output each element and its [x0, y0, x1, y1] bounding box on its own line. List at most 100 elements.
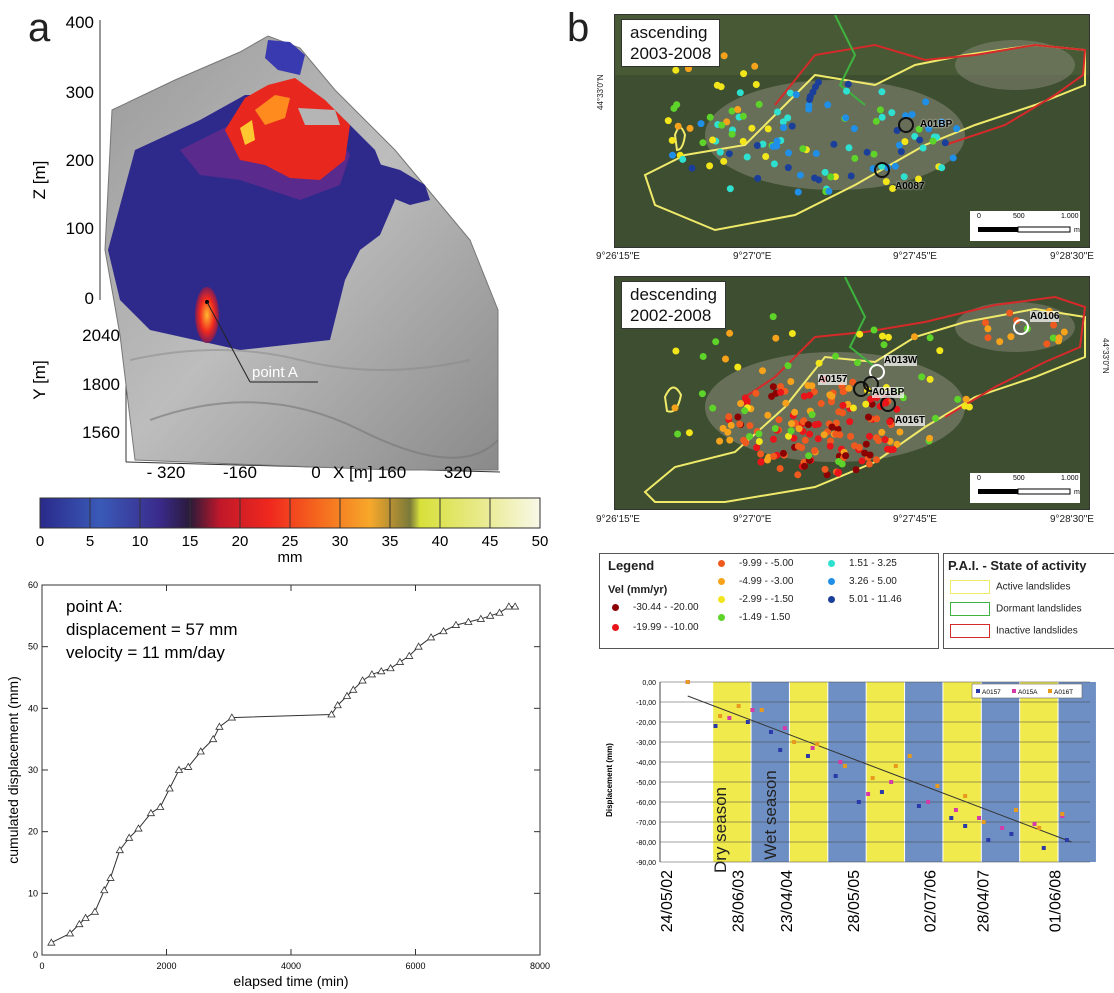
scale-unit: m: [1074, 489, 1080, 496]
ps-point: [788, 420, 795, 428]
ps-point: [858, 457, 866, 465]
y-tick-label: -70,00: [636, 820, 656, 827]
series-point: [713, 724, 718, 728]
legend-class-label: 1.51 - 3.25: [849, 558, 897, 569]
velocity-legend: Legend Vel (mm/yr) -30.44 - -20.00 -19.99…: [599, 553, 939, 649]
series-point: [866, 792, 871, 796]
ps-point: [790, 434, 798, 442]
ps-point: [846, 418, 854, 426]
legend-class: -30.44 - -20.00: [612, 602, 699, 613]
chart-legend-swatch: [976, 689, 980, 693]
ps-point: [850, 125, 858, 133]
ps-point: [794, 471, 802, 479]
ps-point: [800, 417, 808, 425]
series-point: [953, 808, 958, 812]
ps-point: [776, 465, 784, 472]
map-top-title: ascending 2003-2008: [621, 19, 721, 67]
ps-point: [712, 338, 720, 346]
point-a-hotspot: [195, 287, 219, 343]
y-tick-label: -30,00: [636, 740, 656, 747]
ps-point: [889, 185, 897, 192]
ps-point: [828, 423, 836, 431]
colorbar-tick-label: 50: [532, 533, 549, 550]
ps-point: [1060, 328, 1068, 336]
ps-point: [1043, 340, 1051, 348]
season-band: [751, 682, 789, 862]
terrain-3d-plot: point A 400 300 200 100 0 Z [m] 2040 1800 1560…: [30, 13, 501, 482]
ps-point: [739, 112, 747, 120]
ps-point: [984, 325, 992, 333]
series-point: [833, 774, 838, 778]
ps-point: [751, 62, 759, 70]
series-point: [986, 838, 991, 842]
ps-point: [823, 471, 831, 479]
colorbar-tick-label: 0: [36, 533, 44, 550]
scale-tick: 500: [1013, 213, 1025, 220]
y-tick-label: 10: [28, 888, 38, 898]
ps-point: [814, 435, 822, 443]
ps-point: [932, 414, 939, 422]
ps-point: [900, 173, 908, 181]
colorbar-tick-label: 25: [282, 533, 299, 550]
colorbar-tick-label: 35: [382, 533, 399, 550]
ps-point: [716, 148, 724, 156]
legend-swatch: [828, 595, 835, 603]
series-point: [1037, 826, 1042, 830]
pai-legend: P.A.I. - State of activity Active landsl…: [943, 553, 1114, 649]
ps-point: [774, 108, 781, 116]
ps-point: [881, 436, 889, 444]
series-point: [838, 760, 843, 764]
y-tick-label: -90,00: [636, 860, 656, 867]
series-point: [727, 716, 732, 720]
ps-point: [737, 400, 745, 407]
ps-point: [768, 392, 776, 400]
ps-point: [664, 117, 672, 125]
ps-point: [984, 334, 992, 342]
ps-point: [734, 106, 742, 113]
legend-class-label: -1.49 - 1.50: [739, 612, 791, 623]
ps-point: [725, 150, 733, 158]
ps-point: [886, 418, 894, 426]
ps-point: [740, 436, 748, 444]
legend-swatch: [612, 623, 619, 631]
ps-point: [820, 431, 828, 439]
ps-point: [949, 154, 957, 162]
ps-point: [870, 150, 878, 158]
map-top-lon-tick: 9°27'45"E: [893, 251, 937, 262]
ps-point: [686, 124, 694, 132]
ps-point: [805, 452, 813, 460]
ps-point: [866, 451, 874, 459]
z-axis-label: Z [m]: [30, 161, 49, 200]
ps-point: [772, 334, 780, 342]
ps-point: [825, 187, 833, 195]
data-point: [100, 885, 109, 894]
pai-legend-label: Inactive landslides: [996, 625, 1078, 637]
data-point: [476, 614, 486, 622]
z-tick-label: 200: [66, 151, 94, 170]
ps-point: [685, 429, 693, 437]
chart-legend-label: A0157: [982, 689, 1001, 696]
ps-point: [782, 399, 790, 407]
panel-b-letter: b: [567, 6, 590, 50]
ps-point: [849, 404, 857, 412]
ps-point: [784, 114, 792, 122]
ps-point: [896, 428, 904, 436]
ps-point: [734, 363, 742, 371]
displacement-high-area: [225, 78, 350, 180]
legend-class-label: -2.99 - -1.50: [739, 594, 794, 605]
ps-point: [764, 456, 771, 464]
ps-point: [953, 125, 961, 133]
ps-point: [709, 136, 717, 144]
map-bottom-point-label: A016T: [895, 415, 926, 426]
series-point: [977, 816, 982, 820]
map-top-title-line2: 2003-2008: [630, 44, 712, 63]
map-bottom-lon-tick: 9°26'15"E: [596, 514, 640, 525]
series-point: [842, 764, 847, 768]
ps-point: [1006, 309, 1014, 317]
map-top-lat-label: 44°33'0"N: [596, 74, 605, 110]
x-tick-label: 160: [378, 463, 406, 482]
ps-point: [752, 81, 760, 88]
legend-title: Legend: [608, 558, 655, 573]
season-band: [1058, 682, 1096, 862]
scale-tick: 0: [977, 475, 981, 482]
